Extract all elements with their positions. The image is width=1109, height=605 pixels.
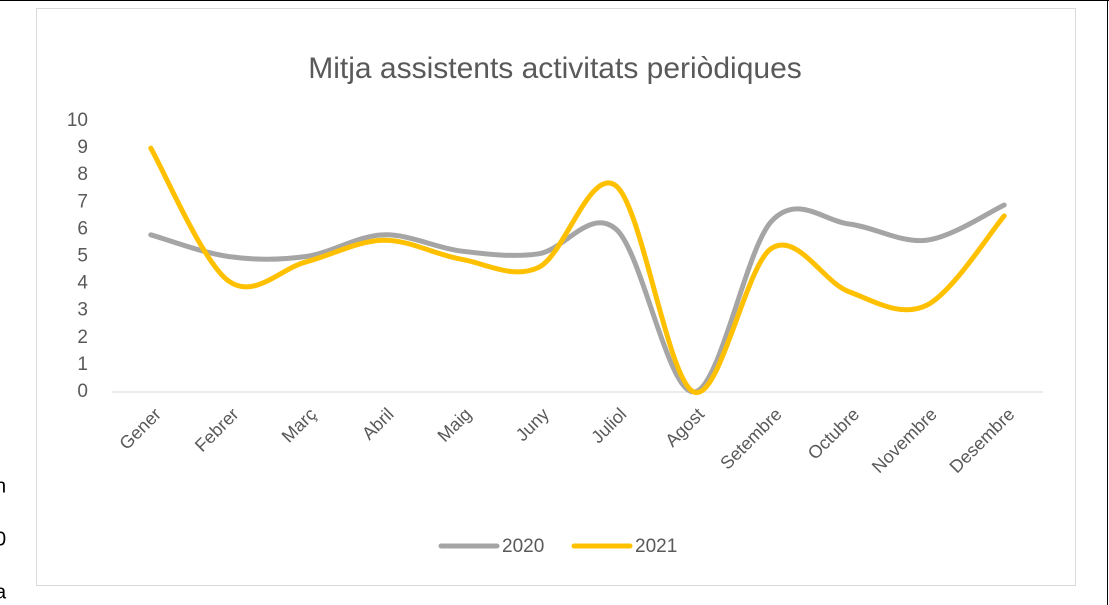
legend-label: 2021 xyxy=(635,536,677,557)
chart-title: Mitja assistents activitats periòdiques xyxy=(308,52,802,85)
chart-frame xyxy=(36,8,1076,586)
side-text: 0 xyxy=(0,528,6,550)
y-tick-label: 2 xyxy=(77,327,88,348)
series-line xyxy=(148,202,1007,395)
y-tick-label: 1 xyxy=(77,354,88,375)
legend-label: 2020 xyxy=(502,536,544,557)
side-text: a xyxy=(0,581,7,603)
y-tick-label: 7 xyxy=(77,191,88,212)
y-tick-label: 3 xyxy=(77,300,88,321)
series-line xyxy=(148,145,1007,395)
y-tick-label: 4 xyxy=(77,273,88,294)
y-tick-label: 9 xyxy=(77,137,88,158)
y-tick-label: 10 xyxy=(67,110,88,131)
y-tick-label: 8 xyxy=(77,164,88,185)
y-tick-label: 6 xyxy=(77,218,88,239)
side-text: n xyxy=(0,475,6,497)
y-tick-label: 5 xyxy=(77,246,88,267)
y-tick-label: 0 xyxy=(77,381,88,402)
